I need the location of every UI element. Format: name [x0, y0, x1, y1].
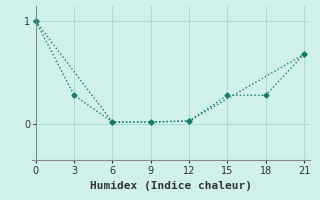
X-axis label: Humidex (Indice chaleur): Humidex (Indice chaleur) [90, 181, 252, 191]
